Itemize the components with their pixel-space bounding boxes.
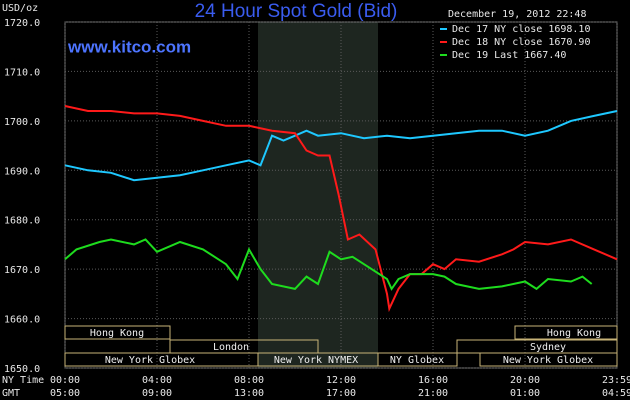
timestamp: December 19, 2012 22:48: [448, 9, 586, 20]
y-tick-label: 1720.0: [4, 18, 40, 29]
session-label: NY Globex: [390, 355, 444, 366]
session-label: New York NYMEX: [274, 355, 358, 366]
x-tick-label: 00:00: [50, 375, 80, 386]
x-tick-label: 23:59: [602, 375, 630, 386]
session-label: Sydney: [530, 342, 566, 353]
x-row-label: GMT: [2, 388, 20, 399]
legend-label: Dec 18 NY close 1670.90: [452, 37, 590, 48]
y-tick-label: 1660.0: [4, 315, 40, 326]
y-tick-label: 1700.0: [4, 117, 40, 128]
sessions: Hong Kong Hong Kong London Sydney New Yo…: [64, 325, 618, 367]
y-tick-label: 1680.0: [4, 216, 40, 227]
x2-tick-label: 21:00: [418, 388, 448, 399]
y-unit: USD/oz: [2, 3, 38, 14]
x2-tick-label: 04:59: [602, 388, 630, 399]
x-row-label: NY Time: [2, 375, 44, 386]
x2-tick-label: 13:00: [234, 388, 264, 399]
y-tick-label: 1670.0: [4, 265, 40, 276]
session-label: London: [213, 342, 249, 353]
session-label: Hong Kong: [547, 328, 601, 339]
x-tick-label: 04:00: [142, 375, 172, 386]
session-label: New York Globex: [105, 355, 195, 366]
session-label: Hong Kong: [90, 328, 144, 339]
x2-tick-label: 17:00: [326, 388, 356, 399]
y-tick-label: 1690.0: [4, 166, 40, 177]
nymex-shade: [258, 22, 378, 368]
session-box: [479, 352, 618, 367]
x2-tick-label: 09:00: [142, 388, 172, 399]
session-box: [514, 325, 618, 340]
series-line: [64, 110, 618, 182]
chart-title: 24 Hour Spot Gold (Bid): [195, 1, 398, 22]
series-line: [64, 238, 593, 291]
session-box: [377, 352, 458, 367]
y-tick-label: 1650.0: [4, 364, 40, 375]
x2-tick-label: 05:00: [50, 388, 80, 399]
site-label: www.kitco.com: [67, 37, 191, 56]
x-tick-label: 16:00: [418, 375, 448, 386]
x-tick-label: 08:00: [234, 375, 264, 386]
legend-label: Dec 19 Last 1667.40: [452, 50, 566, 61]
x-tick-label: 12:00: [326, 375, 356, 386]
session-label: New York Globex: [503, 355, 593, 366]
x-tick-label: 20:00: [510, 375, 540, 386]
x2-tick-label: 01:00: [510, 388, 540, 399]
legend-label: Dec 17 NY close 1698.10: [452, 24, 590, 35]
session-box: [64, 325, 171, 340]
series-line: [64, 105, 618, 313]
y-tick-label: 1710.0: [4, 67, 40, 78]
